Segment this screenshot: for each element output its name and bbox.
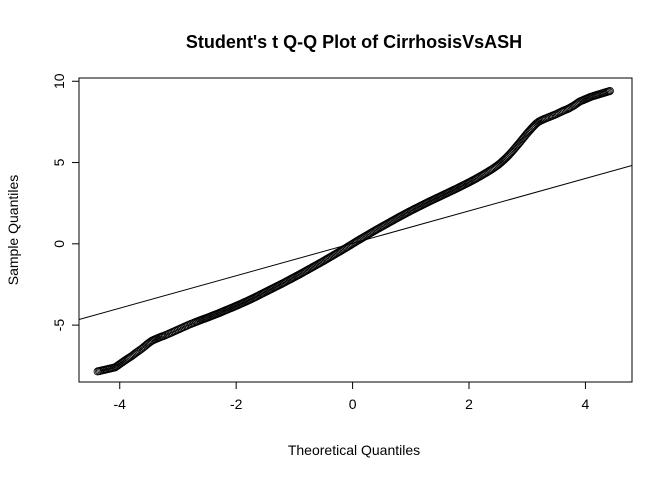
data-point [321,255,330,264]
y-tick-label: 0 [51,240,67,248]
data-point [136,345,145,354]
y-tick-label: 5 [51,158,67,166]
data-point [118,358,127,367]
data-point [484,167,493,176]
data-point [557,107,566,116]
x-axis: -4 -2 0 2 4 [114,382,590,412]
data-point [134,347,143,356]
y-axis-label: Sample Quantiles [5,175,21,286]
data-point [572,100,581,109]
data-point [501,154,510,163]
data-point [553,109,562,118]
data-point [327,252,336,261]
x-tick-label: 0 [349,396,357,412]
y-tick-label: -5 [51,319,67,332]
data-point [566,103,575,112]
data-point [339,245,348,254]
chart-title: Student's t Q-Q Plot of CirrhosisVsASH [186,32,522,52]
x-axis-label: Theoretical Quantiles [288,442,420,458]
data-point [604,87,613,96]
data-point [498,156,507,165]
data-point [350,238,359,247]
data-point [368,228,377,237]
y-tick-label: 10 [51,73,67,89]
data-point [528,123,537,132]
data-point [146,337,155,346]
plot-area [78,77,633,383]
plot-frame [78,77,633,383]
data-point [144,339,153,348]
y-axis: -5 0 5 10 [51,73,79,331]
data-point [362,231,371,240]
data-points [93,87,614,376]
data-point [537,116,546,125]
data-point [333,248,342,257]
data-point [356,234,365,243]
x-tick-label: -2 [230,396,243,412]
data-point [345,241,354,250]
data-point [530,120,539,129]
data-point [478,170,487,179]
x-tick-label: 2 [465,396,473,412]
x-tick-label: -4 [114,396,127,412]
data-point [496,159,505,168]
x-tick-label: 4 [582,396,590,412]
